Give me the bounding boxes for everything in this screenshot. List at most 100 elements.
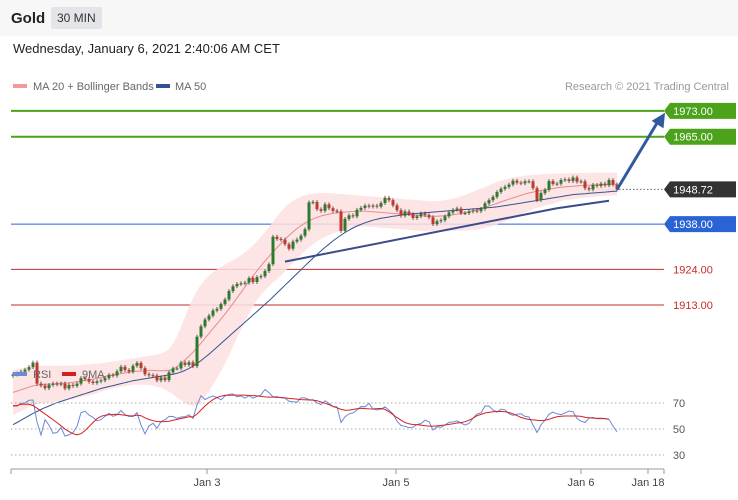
rsi-tick-50: 50 (673, 424, 685, 436)
candle (367, 203, 371, 209)
candle (375, 203, 379, 209)
candle (459, 206, 463, 216)
candle (243, 280, 247, 286)
ma9-line (13, 394, 610, 436)
candle (307, 200, 311, 232)
candle (431, 215, 435, 227)
candle (547, 179, 551, 192)
rsi-line (13, 388, 618, 437)
candle (183, 360, 187, 367)
candle (347, 213, 351, 221)
candle (435, 219, 439, 227)
candle (511, 178, 515, 187)
annotations (284, 112, 665, 263)
candle (471, 208, 475, 214)
bollinger-bands (13, 172, 617, 415)
candle (583, 179, 587, 191)
candle (335, 208, 339, 214)
candle (363, 203, 367, 210)
candle (527, 179, 531, 184)
candle (111, 372, 115, 378)
x-tick-label-3: Jan 18 (631, 477, 664, 489)
candle (175, 366, 179, 371)
rsi-grid: 70 50 30 (11, 398, 685, 462)
candle (259, 274, 263, 280)
rsi-legend-label: RSI (33, 369, 51, 381)
price-label: 1948.72 (673, 184, 713, 196)
bollinger-fill (13, 172, 617, 415)
candle (195, 334, 199, 369)
candle (227, 289, 231, 302)
candle (395, 203, 399, 213)
candle (379, 201, 383, 209)
candle (451, 207, 455, 215)
rsi-tick-70: 70 (673, 398, 685, 410)
candle (71, 382, 75, 388)
candle (39, 381, 43, 388)
candle (607, 178, 611, 188)
trendline-0 (284, 207, 558, 263)
candle (51, 381, 55, 387)
candle (283, 237, 287, 247)
candle (203, 317, 207, 329)
candle (231, 284, 235, 294)
candle (447, 210, 451, 219)
timeframe-button[interactable]: 30 MIN (51, 7, 102, 29)
candle (479, 206, 483, 214)
candle (59, 381, 63, 387)
candle (463, 211, 467, 216)
credit-label: Research © 2021 Trading Central (565, 81, 729, 93)
candle (519, 180, 523, 186)
level-label-4: 1913.00 (673, 300, 713, 312)
candle (155, 373, 159, 383)
candle (355, 207, 359, 219)
candle (551, 179, 555, 186)
ma50-legend-swatch (156, 84, 170, 88)
candle (387, 195, 391, 203)
candle (475, 208, 479, 214)
candle (119, 364, 123, 374)
level-tag-1 (664, 128, 736, 145)
candle (251, 276, 255, 284)
candle (167, 370, 171, 383)
candle (263, 269, 267, 279)
candle (495, 190, 499, 199)
candle (515, 178, 519, 185)
candle (419, 211, 423, 219)
candle (599, 181, 603, 188)
candle (275, 234, 279, 241)
rsi-legend-swatch (13, 372, 27, 376)
candle (271, 234, 275, 267)
candle (207, 313, 211, 322)
candle (339, 209, 343, 233)
candle (331, 206, 335, 213)
level-label-2: 1938.00 (673, 219, 713, 231)
candle (371, 203, 375, 209)
level-label-1: 1965.00 (673, 132, 713, 144)
candle (235, 282, 239, 289)
candle (343, 216, 347, 233)
candle (43, 383, 47, 391)
level-tag-0 (664, 102, 736, 119)
ma20-legend-label: MA 20 + Bollinger Bands (33, 81, 154, 93)
x-tick-label-1: Jan 5 (383, 477, 410, 489)
candle (87, 377, 91, 384)
candle (539, 191, 543, 203)
candle (83, 376, 87, 382)
candle (95, 379, 99, 385)
candle (55, 381, 59, 387)
candle (247, 276, 251, 285)
candle (603, 181, 607, 188)
candle (115, 369, 119, 378)
ma20-line (12, 183, 617, 393)
datetime-label: Wednesday, January 6, 2021 2:40:06 AM CE… (13, 41, 280, 56)
candle (487, 198, 491, 206)
candle (91, 379, 95, 385)
candle (219, 302, 223, 311)
instrument-title: Gold (11, 10, 46, 27)
candle (351, 213, 355, 219)
candle (239, 281, 243, 286)
candle (439, 218, 443, 224)
candle (359, 205, 363, 212)
candle (411, 212, 415, 220)
